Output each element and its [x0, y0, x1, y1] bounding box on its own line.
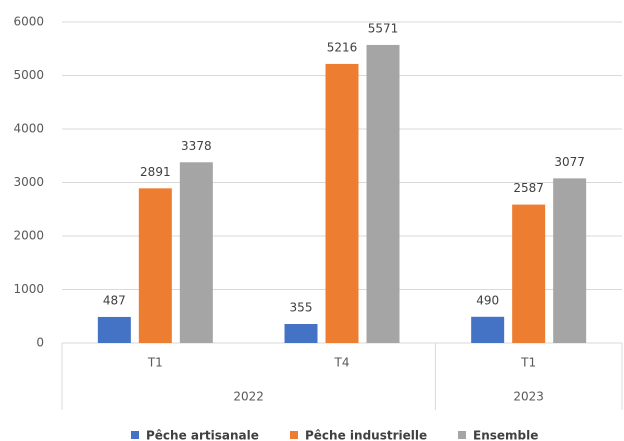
- bar: [284, 324, 318, 343]
- legend-label: Pêche industrielle: [305, 429, 427, 441]
- y-tick-label: 0: [36, 336, 44, 350]
- value-label: 355: [290, 301, 313, 315]
- bar: [366, 44, 400, 343]
- y-tick-label: 4000: [13, 122, 44, 136]
- group-label: 2023: [513, 390, 544, 404]
- legend-swatch: [290, 431, 298, 439]
- bar: [138, 188, 172, 343]
- x-tick-label: T4: [334, 356, 350, 370]
- legend-swatch: [458, 431, 466, 439]
- group-label: 2022: [233, 390, 264, 404]
- value-label: 5216: [327, 40, 358, 54]
- legend-swatch: [131, 431, 139, 439]
- y-tick-label: 1000: [13, 282, 44, 296]
- bar: [553, 178, 587, 343]
- y-tick-label: 6000: [13, 15, 44, 29]
- legend-label: Ensemble: [473, 429, 538, 441]
- bar: [471, 316, 505, 343]
- value-label: 5571: [368, 21, 399, 35]
- y-tick-label: 5000: [13, 68, 44, 82]
- x-tick-label: T1: [520, 356, 536, 370]
- legend-label: Pêche artisanale: [146, 429, 259, 441]
- y-tick-label: 2000: [13, 229, 44, 243]
- bar: [325, 63, 359, 343]
- bar: [179, 162, 213, 343]
- y-tick-label: 3000: [13, 175, 44, 189]
- value-label: 2891: [140, 165, 171, 179]
- value-label: 3378: [181, 139, 212, 153]
- bar: [512, 204, 546, 343]
- value-label: 487: [103, 293, 126, 307]
- value-label: 2587: [513, 181, 544, 195]
- value-label: 490: [476, 293, 499, 307]
- bar: [97, 316, 131, 343]
- value-label: 3077: [554, 155, 585, 169]
- x-tick-label: T1: [147, 356, 163, 370]
